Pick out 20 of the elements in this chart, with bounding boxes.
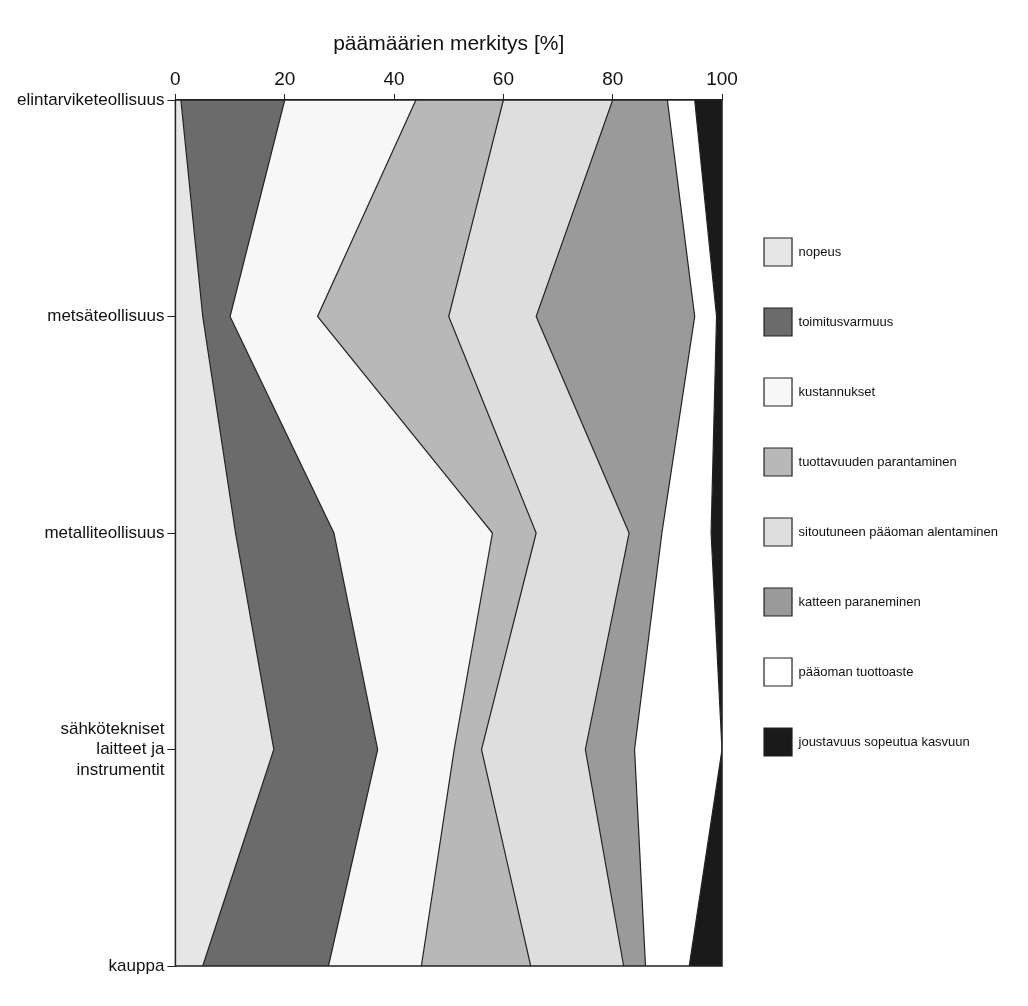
x-axis-title: päämäärien merkitys [%] [333, 31, 565, 55]
y-tick-label: metalliteollisuus [44, 522, 165, 542]
y-tick-label: metsäteollisuus [47, 306, 165, 326]
legend-label: pääoman tuottoaste [798, 663, 914, 679]
x-tick-label: 40 [383, 67, 405, 89]
y-tick-label: elintarviketeollisuus [17, 89, 165, 109]
x-tick-label: 80 [602, 67, 624, 89]
legend-label: sitoutuneen pääoman alentaminen [798, 523, 998, 539]
legend-label: toimitusvarmuus [798, 313, 894, 329]
y-tick-label: sähkötekniset laitteet ja instrumentit [60, 718, 165, 779]
y-tick-label: kauppa [108, 955, 165, 975]
legend-label: tuottavuuden parantaminen [798, 453, 957, 469]
legend-label: katteen paraneminen [798, 593, 921, 609]
legend-label: nopeus [798, 243, 842, 259]
x-tick-label: 0 [170, 67, 181, 89]
x-tick-label: 60 [492, 67, 514, 89]
x-tick-label: 20 [274, 67, 296, 89]
legend-label: kustannukset [798, 383, 876, 399]
x-tick-label: 100 [706, 67, 738, 89]
legend-label: joustavuus sopeutua kasvuun [797, 733, 970, 749]
